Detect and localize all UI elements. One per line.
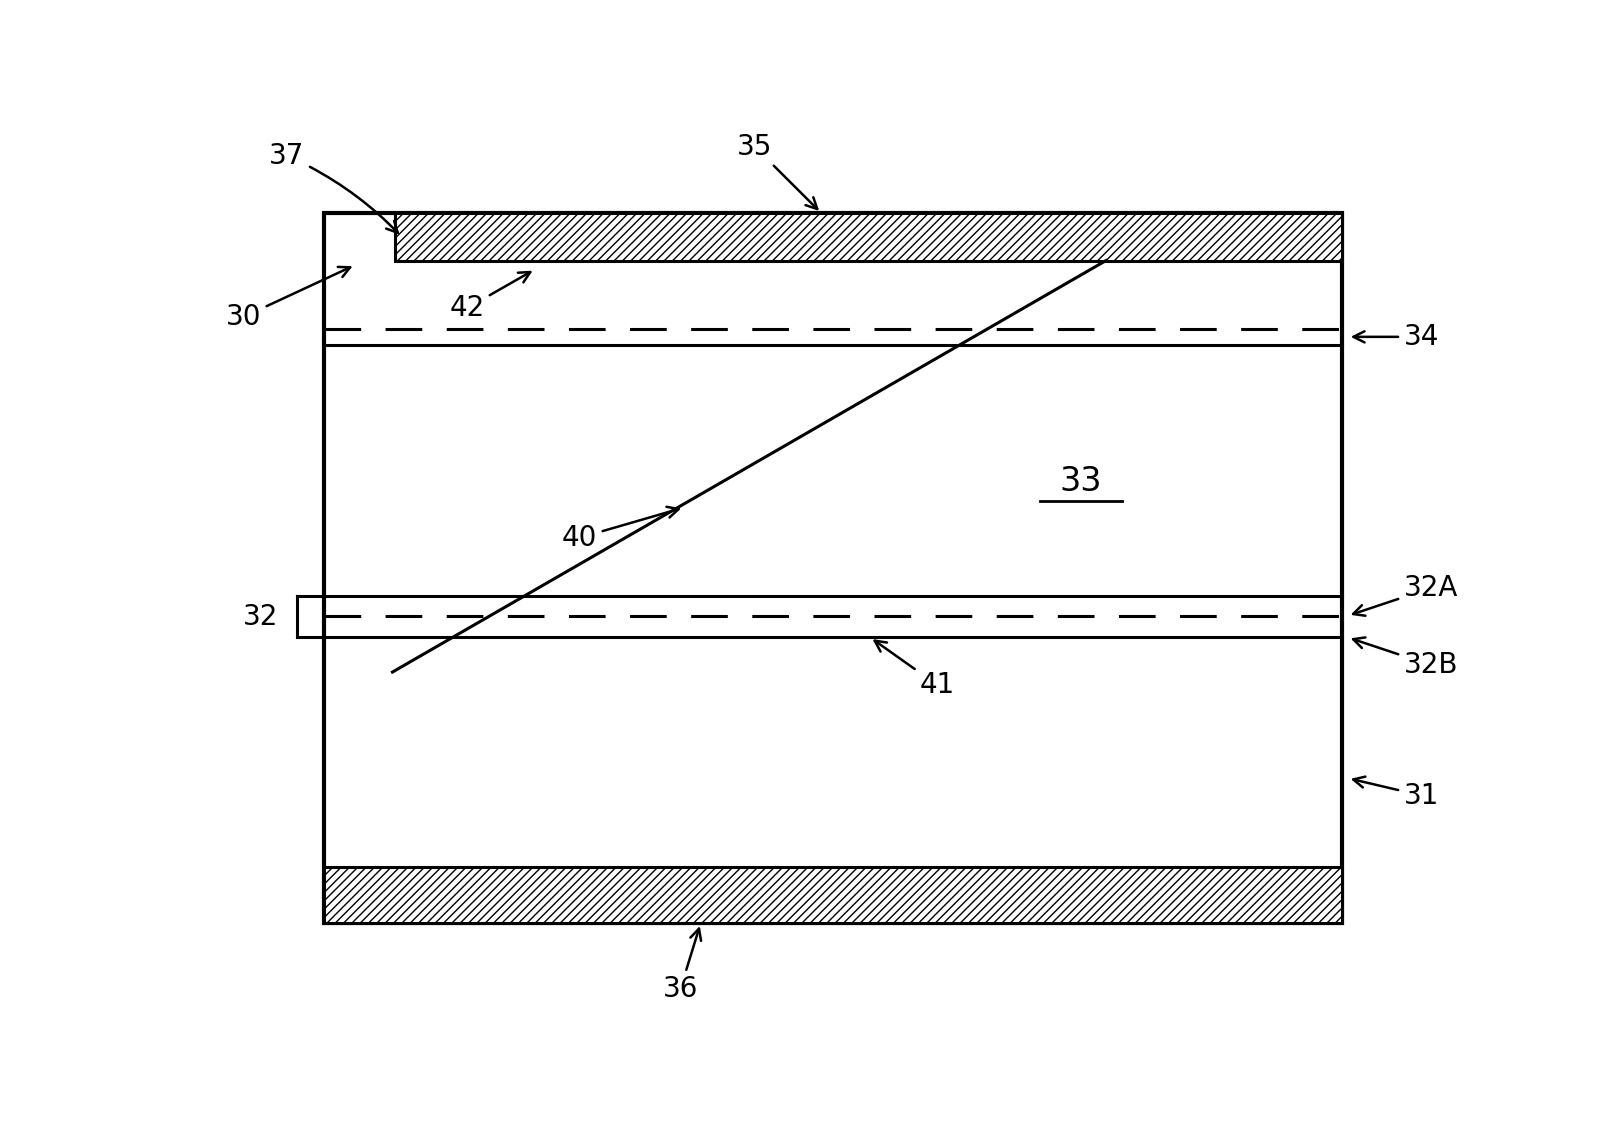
Bar	[325, 867, 1342, 924]
Text: 30: 30	[226, 267, 351, 331]
Text: 33: 33	[1060, 465, 1103, 498]
Text: 41: 41	[874, 640, 956, 699]
Text: 42: 42	[450, 272, 530, 322]
Text: 32A: 32A	[1353, 574, 1459, 615]
Text: 34: 34	[1353, 323, 1439, 351]
Text: 35: 35	[738, 133, 817, 209]
Text: 40: 40	[562, 506, 679, 551]
Bar	[395, 213, 1342, 261]
Text: 37: 37	[269, 142, 397, 233]
Text: 36: 36	[663, 928, 701, 1004]
Text: 31: 31	[1353, 776, 1439, 810]
Text: 32: 32	[243, 603, 279, 631]
Text: 32B: 32B	[1353, 638, 1459, 679]
Bar	[325, 213, 1342, 924]
